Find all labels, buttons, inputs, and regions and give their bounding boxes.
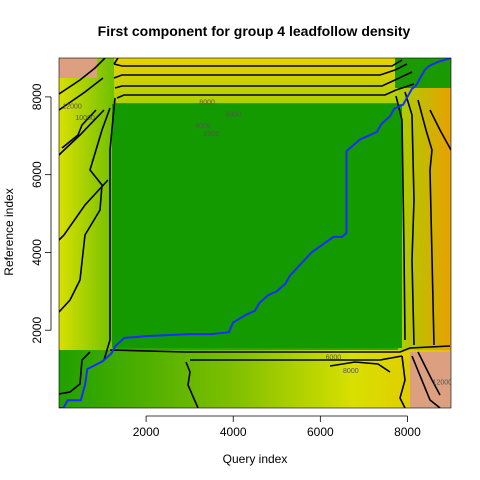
y-axis-label: Reference index xyxy=(2,188,16,275)
contour-level-label: 12000 xyxy=(62,104,82,111)
contour-line-bottom-1 xyxy=(109,345,451,353)
plot-frame xyxy=(58,57,452,409)
x-tick-label: 2000 xyxy=(133,425,160,439)
contour-line-right-1 xyxy=(395,95,406,341)
contour-line-right-4 xyxy=(429,109,451,151)
contour-line-left-4 xyxy=(59,179,109,241)
contour-line-left-1 xyxy=(103,97,116,361)
x-axis-label: Query index xyxy=(223,452,288,466)
heatmap-corner-topleft xyxy=(59,58,97,78)
contour-level-label: 4000 xyxy=(195,123,211,130)
heatmap-bottom-band xyxy=(59,350,451,408)
contour-level-label: 10000 xyxy=(75,115,95,122)
contour-line-top-4 xyxy=(116,83,415,99)
y-tick-label: 6000 xyxy=(30,161,44,188)
contour-level-label: 6000 xyxy=(225,111,241,118)
y-axis: 2000 4000 6000 8000 xyxy=(30,83,52,344)
y-tick-label: 2000 xyxy=(30,317,44,344)
contour-line-left-3 xyxy=(59,109,105,156)
y-tick-label: 8000 xyxy=(30,83,44,110)
contour-level-label: 2000 xyxy=(204,131,220,138)
x-tick-label: 8000 xyxy=(394,425,421,439)
contour-line-bottom-4 xyxy=(399,355,406,408)
contour-line-bottom-6 xyxy=(411,351,441,408)
contour-line-bottomleft xyxy=(59,351,91,395)
contour-line-bottom-5 xyxy=(329,361,391,373)
contour-level-label: 8000 xyxy=(343,368,359,375)
y-tick-label: 4000 xyxy=(30,239,44,266)
contour-level-label: 12000 xyxy=(433,380,453,387)
contour-line-top-3 xyxy=(114,71,413,89)
heatmap-left-band xyxy=(59,58,114,358)
x-tick-label: 4000 xyxy=(220,425,247,439)
heatmap-corner-bottomright xyxy=(410,352,451,408)
contour-line-top-1 xyxy=(113,58,403,67)
contour-line-bottom-3 xyxy=(185,361,199,408)
contour-line-topleft-1 xyxy=(59,58,106,95)
contour-level-label: 8000 xyxy=(199,100,215,107)
heatmap-right-band xyxy=(398,58,451,358)
contour-line-bottom-2 xyxy=(190,355,403,361)
contour-line-right-2 xyxy=(404,91,415,346)
contour-line-left-2 xyxy=(59,107,111,313)
x-axis: 2000 4000 6000 8000 xyxy=(133,415,421,439)
contour-line-topleft-2 xyxy=(59,77,104,111)
x-tick-label: 6000 xyxy=(307,425,334,439)
contour-line-top-2 xyxy=(113,63,408,79)
warping-path-line xyxy=(59,58,451,408)
contour-level-label: 6000 xyxy=(326,354,342,361)
contour-line-left-5 xyxy=(61,109,97,149)
contour-line-right-3 xyxy=(417,99,435,346)
chart-title: First component for group 4 leadfollow d… xyxy=(98,23,411,39)
